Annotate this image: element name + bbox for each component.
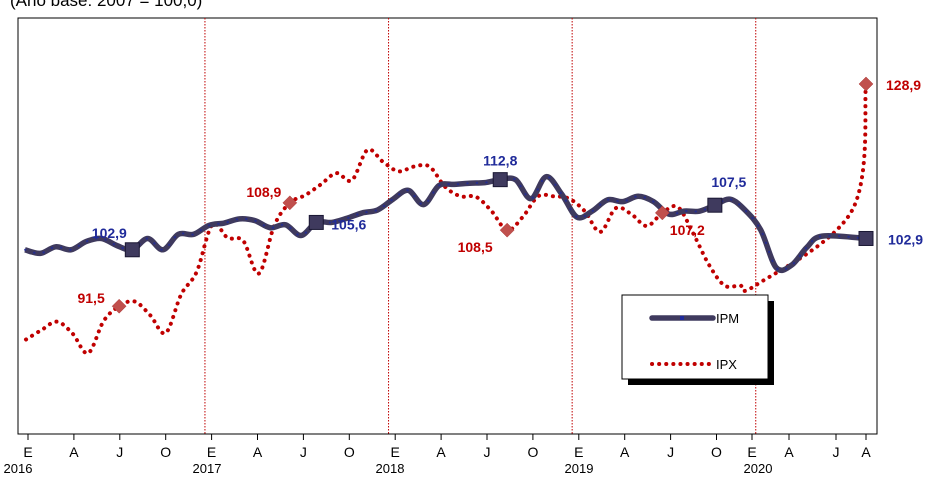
x-month-label: O [711, 444, 722, 460]
x-month-label: A [253, 444, 263, 460]
data-label: 128,9 [886, 77, 921, 93]
x-month-label: J [116, 444, 123, 460]
data-label: 102,9 [92, 225, 127, 241]
ipx-marker [499, 222, 515, 238]
x-month-label: E [207, 444, 216, 460]
ipx-marker [654, 205, 670, 221]
x-month-label: O [160, 444, 171, 460]
x-year-label: 2017 [193, 461, 222, 476]
legend-swatch-ipm-dot [680, 316, 684, 320]
data-label: 91,5 [77, 290, 104, 306]
ipm-marker [707, 197, 723, 213]
x-month-label: E [574, 444, 583, 460]
data-label: 102,9 [888, 231, 923, 247]
ipm-marker [308, 214, 324, 230]
x-month-label: J [833, 444, 840, 460]
legend-label-ipx: IPX [716, 357, 737, 372]
x-month-label: A [620, 444, 630, 460]
ipx-marker [111, 298, 127, 314]
x-month-label: O [527, 444, 538, 460]
x-month-label: A [436, 444, 446, 460]
x-month-label: A [861, 444, 871, 460]
x-year-label: 2016 [4, 461, 33, 476]
ipm-marker [858, 230, 874, 246]
x-year-label: 2019 [565, 461, 594, 476]
data-label: 107,5 [711, 174, 746, 190]
series-line-ipm-dots [24, 175, 867, 272]
x-year-label: 2018 [376, 461, 405, 476]
x-month-label: O [344, 444, 355, 460]
x-month-label: E [23, 444, 32, 460]
legend-box [621, 294, 769, 380]
ipx-marker [282, 195, 298, 211]
x-month-label: A [69, 444, 79, 460]
ipm-marker [124, 242, 140, 258]
data-label: 112,8 [483, 153, 517, 169]
x-month-label: E [391, 444, 400, 460]
data-label: 108,5 [458, 239, 493, 255]
ipx-marker [858, 76, 874, 92]
chart-subtitle: (Ano base: 2007 = 100,0) [10, 0, 203, 10]
x-month-label: E [747, 444, 756, 460]
data-label: 107,2 [670, 222, 705, 238]
x-month-label: A [784, 444, 794, 460]
x-month-label: J [300, 444, 307, 460]
x-month-label: J [484, 444, 491, 460]
data-label: 108,9 [246, 184, 281, 200]
series-line-ipx [24, 81, 868, 356]
data-label: 105,6 [331, 216, 366, 232]
legend-label-ipm: IPM [716, 311, 739, 326]
x-month-label: J [667, 444, 674, 460]
ipm-marker [492, 172, 508, 188]
x-year-label: 2020 [744, 461, 773, 476]
